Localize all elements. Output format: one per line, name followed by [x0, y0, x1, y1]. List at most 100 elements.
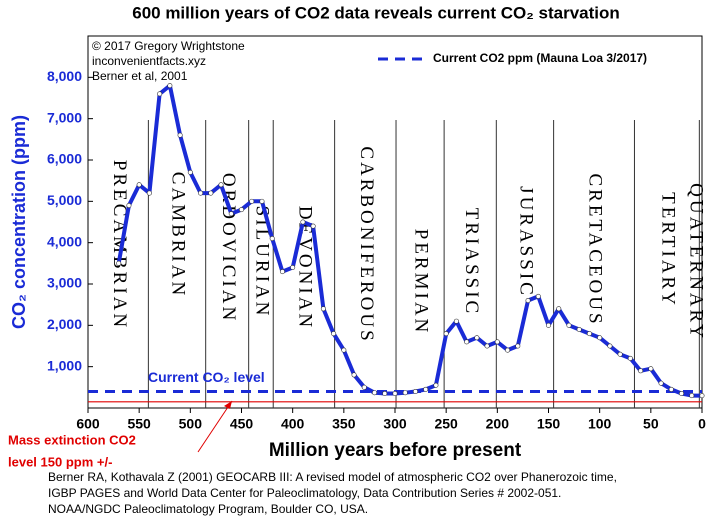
- data-point: [535, 293, 541, 299]
- data-line: [116, 83, 702, 398]
- current-level-label: Current CO₂ level: [148, 369, 265, 385]
- y-tick-label: 1,000: [47, 357, 82, 373]
- x-tick-label: 350: [332, 416, 356, 432]
- data-point: [412, 388, 418, 394]
- annotation: level 150 ppm +/-: [8, 454, 112, 469]
- data-point: [320, 306, 326, 312]
- data-point: [269, 236, 275, 242]
- data-point: [443, 331, 449, 337]
- data-point: [136, 182, 142, 188]
- x-tick-label: 550: [127, 416, 151, 432]
- x-tick-label: 400: [281, 416, 305, 432]
- period-label: QUATERNARY: [686, 183, 707, 341]
- source: NOAA/NGDC Paleoclimatology Program, Boul…: [48, 502, 368, 516]
- data-point: [638, 368, 644, 374]
- x-tick-label: 500: [179, 416, 203, 432]
- data-point: [116, 260, 122, 266]
- data-point: [679, 391, 685, 397]
- data-point: [453, 318, 459, 324]
- arrow-head: [224, 401, 232, 409]
- y-tick-label: 7,000: [47, 109, 82, 125]
- data-point: [208, 190, 214, 196]
- period-label: TRIASSIC: [461, 208, 482, 316]
- data-point: [187, 169, 193, 175]
- annotation: Mass extinction CO2: [8, 432, 136, 447]
- period-label: PRECAMBRIAN: [109, 160, 130, 330]
- x-tick-label: 100: [588, 416, 612, 432]
- period-label: ORDOVICIAN: [218, 173, 239, 323]
- chart-title: 600 million years of CO2 data reveals cu…: [132, 3, 620, 22]
- data-point: [617, 351, 623, 357]
- y-tick-label: 5,000: [47, 192, 82, 208]
- data-point: [464, 339, 470, 345]
- y-axis-label: CO₂ concentration (ppm): [9, 115, 29, 329]
- x-tick-label: 50: [643, 416, 659, 432]
- data-point: [505, 347, 511, 353]
- period-label: CRETACEOUS: [585, 173, 606, 326]
- data-point: [177, 132, 183, 138]
- data-point: [126, 202, 132, 208]
- data-point: [279, 269, 285, 275]
- data-point: [218, 182, 224, 188]
- source: Berner RA, Kothavala Z (2001) GEOCARB II…: [48, 470, 617, 484]
- data-point: [259, 198, 265, 204]
- data-point: [167, 83, 173, 89]
- x-tick-label: 450: [230, 416, 254, 432]
- data-point: [228, 211, 234, 217]
- y-tick-label: 6,000: [47, 151, 82, 167]
- data-point: [402, 390, 408, 396]
- x-tick-label: 150: [537, 416, 561, 432]
- data-point: [157, 91, 163, 97]
- legend-box: [372, 46, 698, 72]
- x-tick-label: 250: [434, 416, 458, 432]
- data-point: [361, 384, 367, 390]
- x-tick-label: 300: [383, 416, 407, 432]
- data-point: [146, 190, 152, 196]
- period-label: CARBONIFEROUS: [356, 146, 377, 343]
- data-point: [351, 372, 357, 378]
- period-label: PERMIAN: [411, 229, 432, 336]
- data-point: [484, 343, 490, 349]
- y-tick-label: 4,000: [47, 233, 82, 249]
- data-point: [249, 198, 255, 204]
- data-point: [433, 382, 439, 388]
- data-point: [372, 390, 378, 396]
- data-point: [648, 366, 654, 372]
- period-label: JURASSIC: [516, 186, 537, 298]
- data-point: [597, 335, 603, 341]
- data-point: [699, 393, 705, 399]
- data-point: [239, 207, 245, 213]
- data-point: [658, 380, 664, 386]
- period-label: TERTIARY: [658, 192, 679, 308]
- credit: © 2017 Gregory Wrightstone: [92, 39, 245, 53]
- period-label: SILURIAN: [252, 206, 273, 319]
- source: IGBP PAGES and World Data Center for Pal…: [48, 486, 561, 500]
- data-point: [525, 298, 531, 304]
- data-point: [576, 326, 582, 332]
- data-point: [310, 223, 316, 229]
- data-point: [474, 335, 480, 341]
- annotation-arrow: [197, 400, 233, 453]
- credit: inconvenientfacts.xyz: [92, 54, 206, 68]
- data-point: [331, 331, 337, 337]
- data-point: [566, 322, 572, 328]
- data-point: [515, 343, 521, 349]
- x-tick-label: 0: [698, 416, 706, 432]
- data-point: [382, 391, 388, 397]
- data-point: [392, 391, 398, 397]
- data-point: [607, 343, 613, 349]
- y-tick-label: 3,000: [47, 275, 82, 291]
- period-label: CAMBRIAN: [168, 172, 189, 298]
- data-point: [290, 264, 296, 270]
- data-point: [341, 347, 347, 353]
- y-tick-label: 2,000: [47, 316, 82, 332]
- x-axis-label: Million years before present: [269, 440, 522, 461]
- legend-label: Current CO2 ppm (Mauna Loa 3/2017): [433, 51, 647, 65]
- data-point: [668, 386, 674, 392]
- data-point: [198, 190, 204, 196]
- data-point: [423, 386, 429, 392]
- data-point: [556, 306, 562, 312]
- data-point: [494, 339, 500, 345]
- y-tick-label: 8,000: [47, 68, 82, 84]
